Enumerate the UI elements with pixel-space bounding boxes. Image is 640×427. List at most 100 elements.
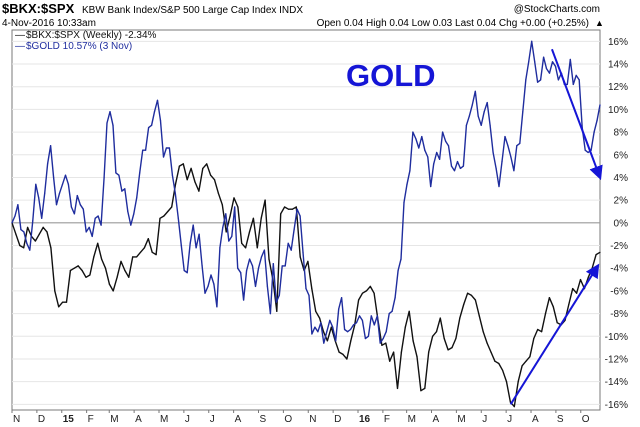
data-point (364, 337, 366, 340)
data-point (269, 313, 271, 315)
trendline-layer (509, 48, 603, 405)
x-tick-label: S (260, 414, 267, 425)
data-point (245, 247, 247, 249)
data-point (260, 217, 262, 219)
y-tick-label: 6% (614, 150, 629, 161)
data-point (299, 256, 301, 258)
x-tick-label: J (210, 414, 215, 425)
data-point (314, 326, 316, 328)
data-point (442, 131, 444, 133)
data-point (189, 242, 191, 244)
data-point (344, 328, 346, 331)
data-point (256, 247, 258, 249)
data-point (186, 272, 188, 274)
data-point (341, 297, 343, 299)
data-point (85, 276, 87, 278)
y-tick-label: 0% (614, 218, 629, 229)
y-tick-label: -10% (605, 332, 628, 343)
data-point (44, 192, 46, 194)
data-point (120, 260, 122, 262)
data-point (489, 124, 491, 126)
data-point (88, 226, 90, 228)
data-point (108, 283, 110, 285)
data-point (198, 233, 200, 235)
data-point (471, 104, 473, 106)
data-point (234, 206, 236, 208)
trendline-ratio-up (509, 263, 600, 405)
data-point (73, 213, 75, 215)
x-tick-label: M (457, 414, 465, 425)
y-tick-label: -16% (605, 400, 628, 411)
data-point (436, 151, 438, 154)
data-point (376, 315, 378, 317)
y-axis: 16% 14% 12% 10% 8% 6% 4% 2% 0% -2% -4% -6% -8% -10% -1… (605, 37, 628, 411)
data-point (252, 217, 254, 219)
data-point (190, 167, 192, 169)
data-point (202, 167, 204, 169)
data-point (148, 127, 150, 129)
symbol-title: $BKX:$SPX (2, 1, 75, 16)
data-point (490, 351, 492, 353)
data-point (29, 249, 31, 251)
gold-annotation: GOLD (346, 58, 436, 93)
data-point (531, 40, 533, 42)
data-point (474, 90, 476, 92)
legend-label-gold: $GOLD 10.57% (3 Nov) (26, 41, 132, 52)
data-point (451, 347, 453, 349)
data-point (159, 217, 161, 219)
data-point (174, 183, 177, 185)
data-point (32, 220, 34, 222)
data-point (257, 267, 260, 269)
data-point (504, 136, 506, 138)
data-point (501, 161, 503, 163)
y-tick-label: 2% (614, 196, 629, 207)
data-point (165, 147, 167, 149)
data-point (329, 319, 331, 321)
data-point (477, 115, 479, 117)
y-tick-label: -6% (610, 286, 628, 297)
data-point (394, 297, 396, 299)
data-point (133, 213, 135, 215)
x-tick-label: A (235, 414, 242, 425)
data-point (243, 299, 245, 301)
data-point (397, 269, 399, 272)
data-point (385, 331, 387, 333)
y-tick-label: -2% (610, 241, 628, 252)
x-tick-label: D (38, 414, 45, 425)
data-point (445, 140, 447, 142)
data-point (361, 292, 364, 294)
data-point (335, 340, 337, 342)
data-point (65, 301, 68, 303)
data-point (278, 294, 280, 296)
data-point (174, 192, 176, 194)
data-point (579, 279, 582, 281)
data-point (291, 208, 293, 210)
data-point (358, 315, 361, 317)
data-point (389, 360, 391, 362)
data-point (502, 369, 504, 371)
data-point (509, 401, 511, 403)
data-point (482, 331, 484, 333)
data-point (246, 269, 248, 272)
data-point (248, 231, 251, 233)
series-line (11, 163, 601, 408)
data-point (260, 256, 263, 258)
symbol-description: KBW Bank Index/S&P 500 Large Cap Index I… (82, 5, 303, 16)
data-point (525, 79, 527, 81)
data-point (299, 215, 301, 217)
data-point (17, 204, 19, 206)
data-point (272, 263, 274, 265)
data-point (369, 285, 371, 287)
x-tick-label: F (88, 414, 94, 425)
data-point (347, 331, 349, 333)
copyright: @StockCharts.com (514, 4, 600, 15)
data-point (554, 65, 557, 67)
legend: — $BKX:$SPX (Weekly) -2.34% — $GOLD 10.5… (15, 30, 157, 52)
data-point (470, 294, 473, 296)
data-point (47, 163, 49, 165)
data-point (58, 192, 61, 194)
x-tick-label: J (482, 414, 487, 425)
data-point (50, 145, 52, 147)
data-point (136, 197, 138, 199)
data-point (217, 192, 219, 194)
